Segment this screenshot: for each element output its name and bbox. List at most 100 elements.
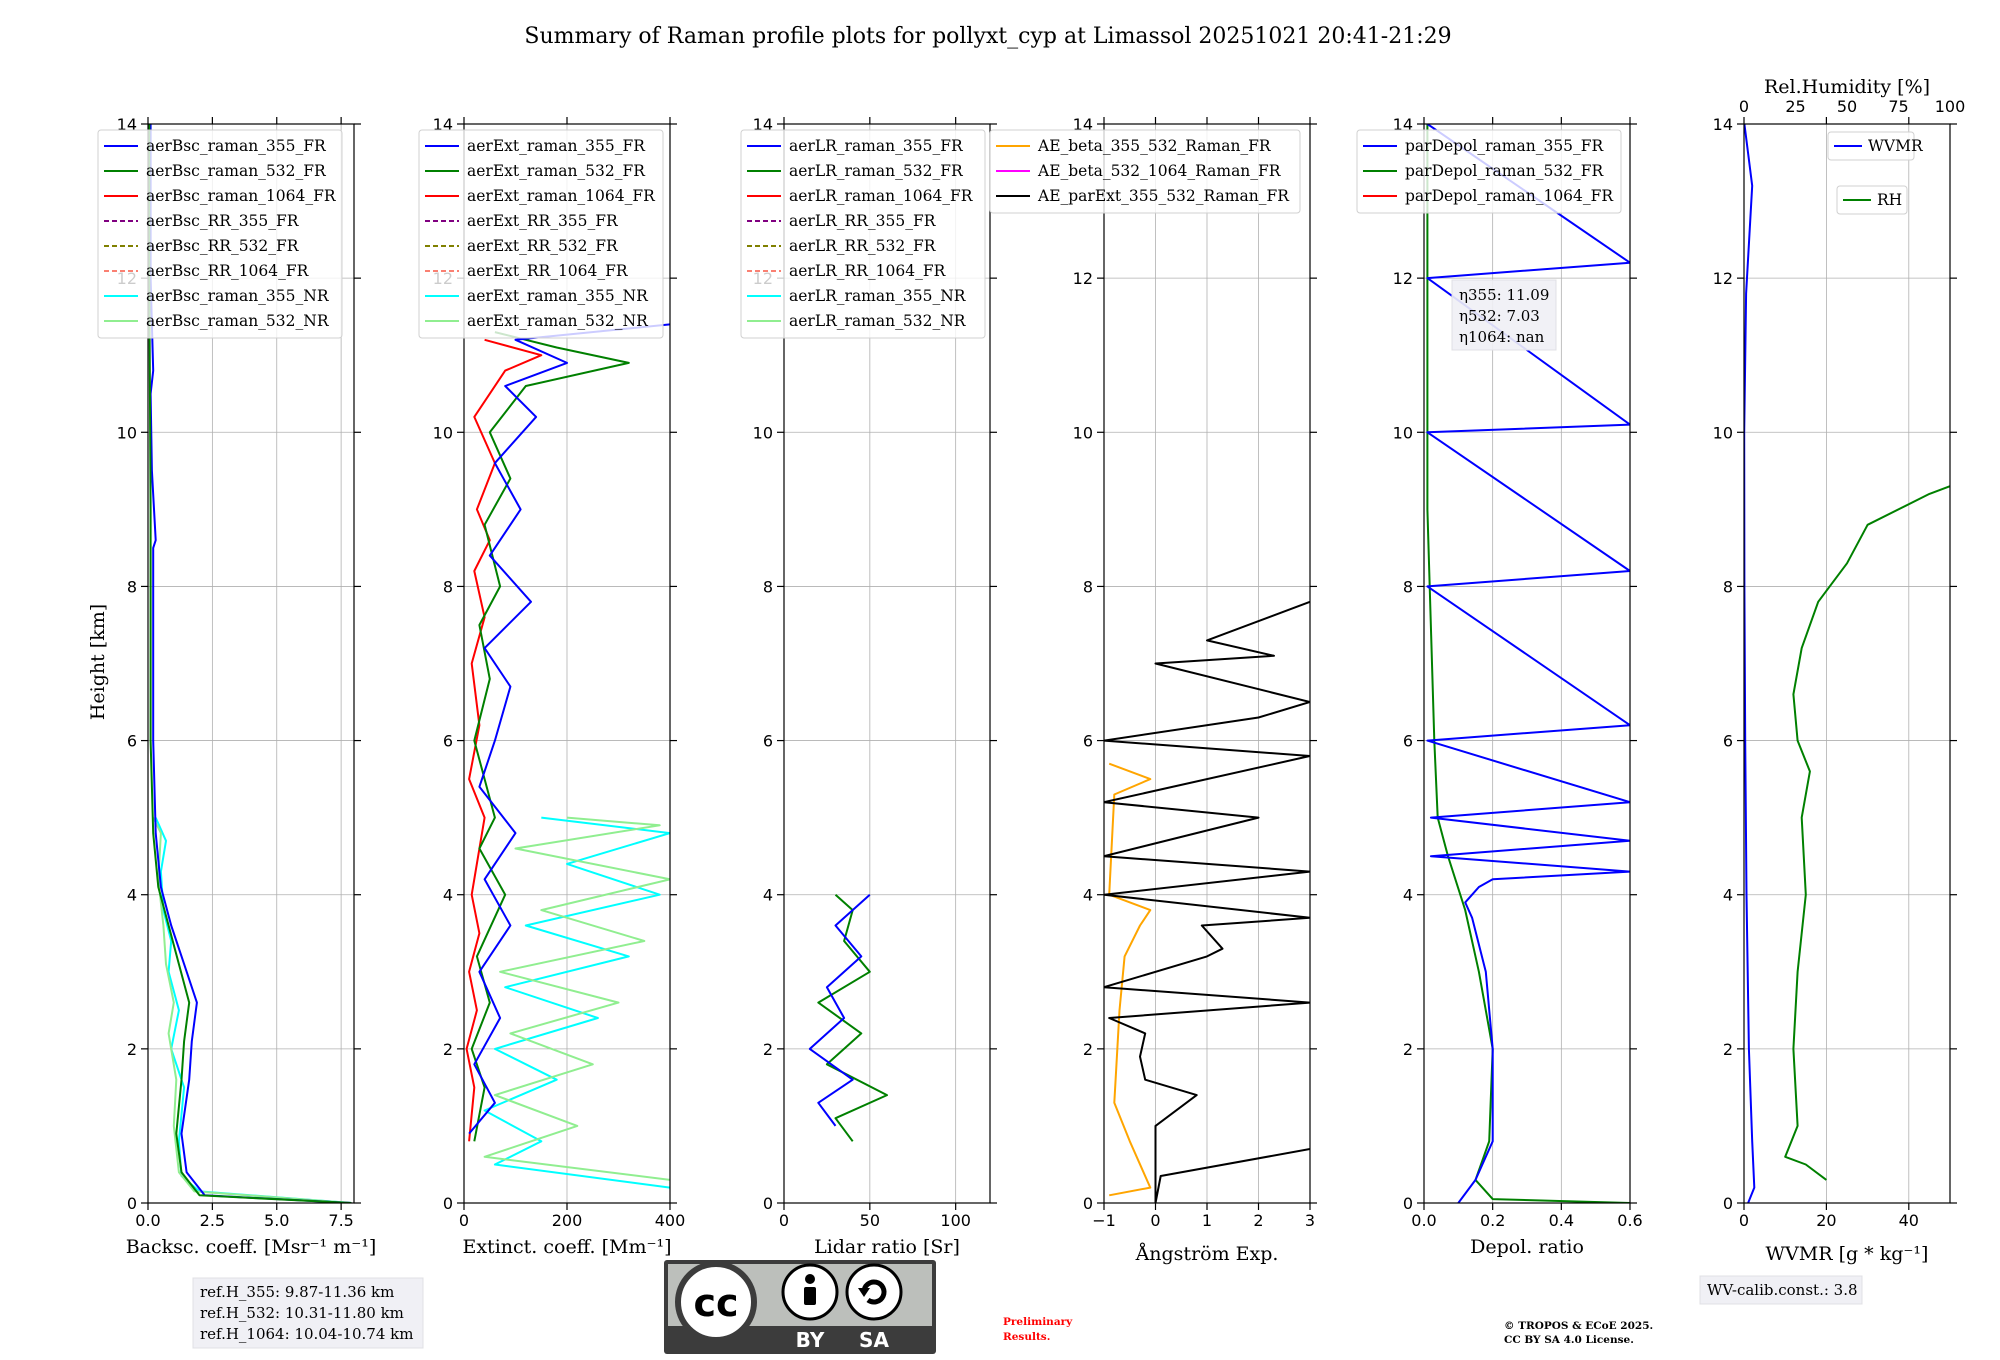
y-tick-label: 2: [127, 1040, 137, 1059]
x-tick-label: 0.4: [1549, 1211, 1574, 1230]
legend-box: [418, 129, 664, 339]
y-tick-label: 8: [1403, 577, 1413, 596]
top-tick-label: 25: [1785, 97, 1805, 116]
y-tick-label: 8: [1723, 577, 1733, 596]
legend-label: aerExt_raman_355_FR: [467, 137, 646, 155]
ref-h-355: ref.H_355: 9.87-11.36 km: [200, 1283, 394, 1301]
legend-box: [1836, 185, 1908, 215]
legend-label: aerBsc_raman_532_NR: [146, 312, 330, 330]
y-tick-label: 0: [1723, 1194, 1733, 1213]
series-aerBsc_raman_532_FR: [148, 124, 352, 1203]
legend-label: aerBsc_raman_355_FR: [146, 137, 327, 155]
series-group: [1104, 600, 1310, 1203]
y-tick-label: 6: [127, 732, 137, 751]
plot-frame: [1743, 123, 1951, 1204]
y-tick-label: 10: [1713, 423, 1733, 442]
y-tick-label: 14: [117, 115, 137, 134]
y-tick-label: 14: [1073, 115, 1093, 134]
y-tick-label: 6: [1723, 732, 1733, 751]
y-tick-label: 2: [1723, 1040, 1733, 1059]
x-tick-label: 0: [1739, 1211, 1749, 1230]
series-parDepol_raman_355_FR: [1426, 124, 1630, 1203]
legend-label: AE_beta_532_1064_Raman_FR: [1037, 162, 1282, 180]
y-tick-label: 12: [1073, 269, 1093, 288]
legend-label: parDepol_raman_355_FR: [1405, 137, 1605, 155]
series-group: [808, 893, 888, 1142]
x-axis-label: Ångström Exp.: [1135, 1243, 1279, 1265]
y-tick-label: 12: [1713, 269, 1733, 288]
plot-frame: [1103, 123, 1311, 1204]
wv-calib-text: WV-calib.const.: 3.8: [1707, 1281, 1858, 1299]
legend-box: [989, 129, 1301, 214]
top-tick-label: 75: [1888, 97, 1908, 116]
y-tick-label: 2: [1083, 1040, 1093, 1059]
y-tick-label: 0: [763, 1194, 773, 1213]
legend-label: aerLR_RR_1064_FR: [789, 262, 947, 280]
x-tick-label: 5.0: [264, 1211, 289, 1230]
copyright-line-1: © TROPOS & ECoE 2025.: [1504, 1320, 1653, 1332]
y-tick-label: 6: [1083, 732, 1093, 751]
y-tick-label: 8: [1083, 577, 1093, 596]
legend-label: aerBsc_RR_532_FR: [146, 237, 300, 255]
cc-by-sa-badge: cc BY SA: [664, 1260, 936, 1354]
y-tick-label: 10: [433, 423, 453, 442]
series-group: [1426, 124, 1630, 1203]
x-axis-label: Depol. ratio: [1470, 1236, 1584, 1258]
eta-box: [1451, 279, 1557, 351]
eta-value: η532: 7.03: [1459, 307, 1540, 325]
x-axis-label: Extinct. coeff. [Mm⁻¹]: [462, 1236, 671, 1258]
x-tick-label: 0: [459, 1211, 469, 1230]
x-tick-label: 100: [940, 1211, 971, 1230]
x-tick-label: 0.2: [1480, 1211, 1505, 1230]
y-tick-label: 4: [1083, 886, 1093, 905]
y-tick-label: 2: [763, 1040, 773, 1059]
legend-label: parDepol_raman_532_FR: [1405, 162, 1605, 180]
legend-box: [740, 129, 986, 339]
plot-frame: [1423, 123, 1631, 1204]
plot-frame: [147, 123, 355, 1204]
plot-frame: [463, 123, 671, 1204]
x-tick-label: 50: [860, 1211, 880, 1230]
series-aerLR_raman_355_FR: [808, 893, 871, 1127]
y-axis-label: Height [km]: [87, 604, 109, 720]
y-tick-label: 14: [433, 115, 453, 134]
y-tick-label: 6: [443, 732, 453, 751]
legend-label: aerLR_raman_355_NR: [789, 287, 967, 305]
preliminary-line-2: Results.: [1003, 1331, 1050, 1343]
ref-height-box: ref.H_355: 9.87-11.36 km ref.H_532: 10.3…: [192, 1277, 424, 1349]
legend-label: aerLR_raman_355_FR: [789, 137, 964, 155]
y-tick-label: 8: [443, 577, 453, 596]
series-parDepol_raman_532_FR: [1426, 124, 1630, 1203]
sa-label: SA: [859, 1328, 889, 1352]
y-tick-label: 14: [753, 115, 773, 134]
legend-label: parDepol_raman_1064_FR: [1405, 187, 1614, 205]
legend-label: aerExt_raman_1064_FR: [467, 187, 656, 205]
top-tick-label: 0: [1739, 97, 1749, 116]
legend-label: aerBsc_RR_1064_FR: [146, 262, 310, 280]
panel-6: 0 2 4 6 8 10 12 14 0 20 40 0 25 50 75 100 Rel.Humidity […: [1713, 76, 1966, 1265]
y-tick-label: 8: [763, 577, 773, 596]
legend-label: aerExt_raman_532_NR: [467, 312, 649, 330]
legend-box: [97, 129, 343, 339]
legend-box: [1356, 129, 1622, 214]
series-WVMR: [1744, 124, 1756, 1203]
y-tick-label: 8: [127, 577, 137, 596]
legend-label: WVMR: [1868, 137, 1924, 155]
x-tick-label: 7.5: [328, 1211, 353, 1230]
x-axis-label: Lidar ratio [Sr]: [814, 1236, 960, 1258]
preliminary-line-1: Preliminary: [1003, 1316, 1073, 1328]
legend-label: aerLR_raman_532_NR: [789, 312, 967, 330]
series-aerLR_raman_532_FR: [817, 893, 888, 1142]
y-tick-label: 0: [1403, 1194, 1413, 1213]
ref-h-1064: ref.H_1064: 10.04-10.74 km: [200, 1325, 413, 1343]
series-aerBsc_raman_355_NR: [154, 817, 352, 1203]
y-tick-label: 0: [127, 1194, 137, 1213]
y-tick-label: 4: [1403, 886, 1413, 905]
x-tick-label: −1: [1092, 1211, 1116, 1230]
y-tick-label: 4: [763, 886, 773, 905]
cc-circle-icon: [675, 1261, 757, 1343]
wv-calib-box: WV-calib.const.: 3.8: [1699, 1275, 1863, 1305]
series-group: [148, 124, 352, 1203]
